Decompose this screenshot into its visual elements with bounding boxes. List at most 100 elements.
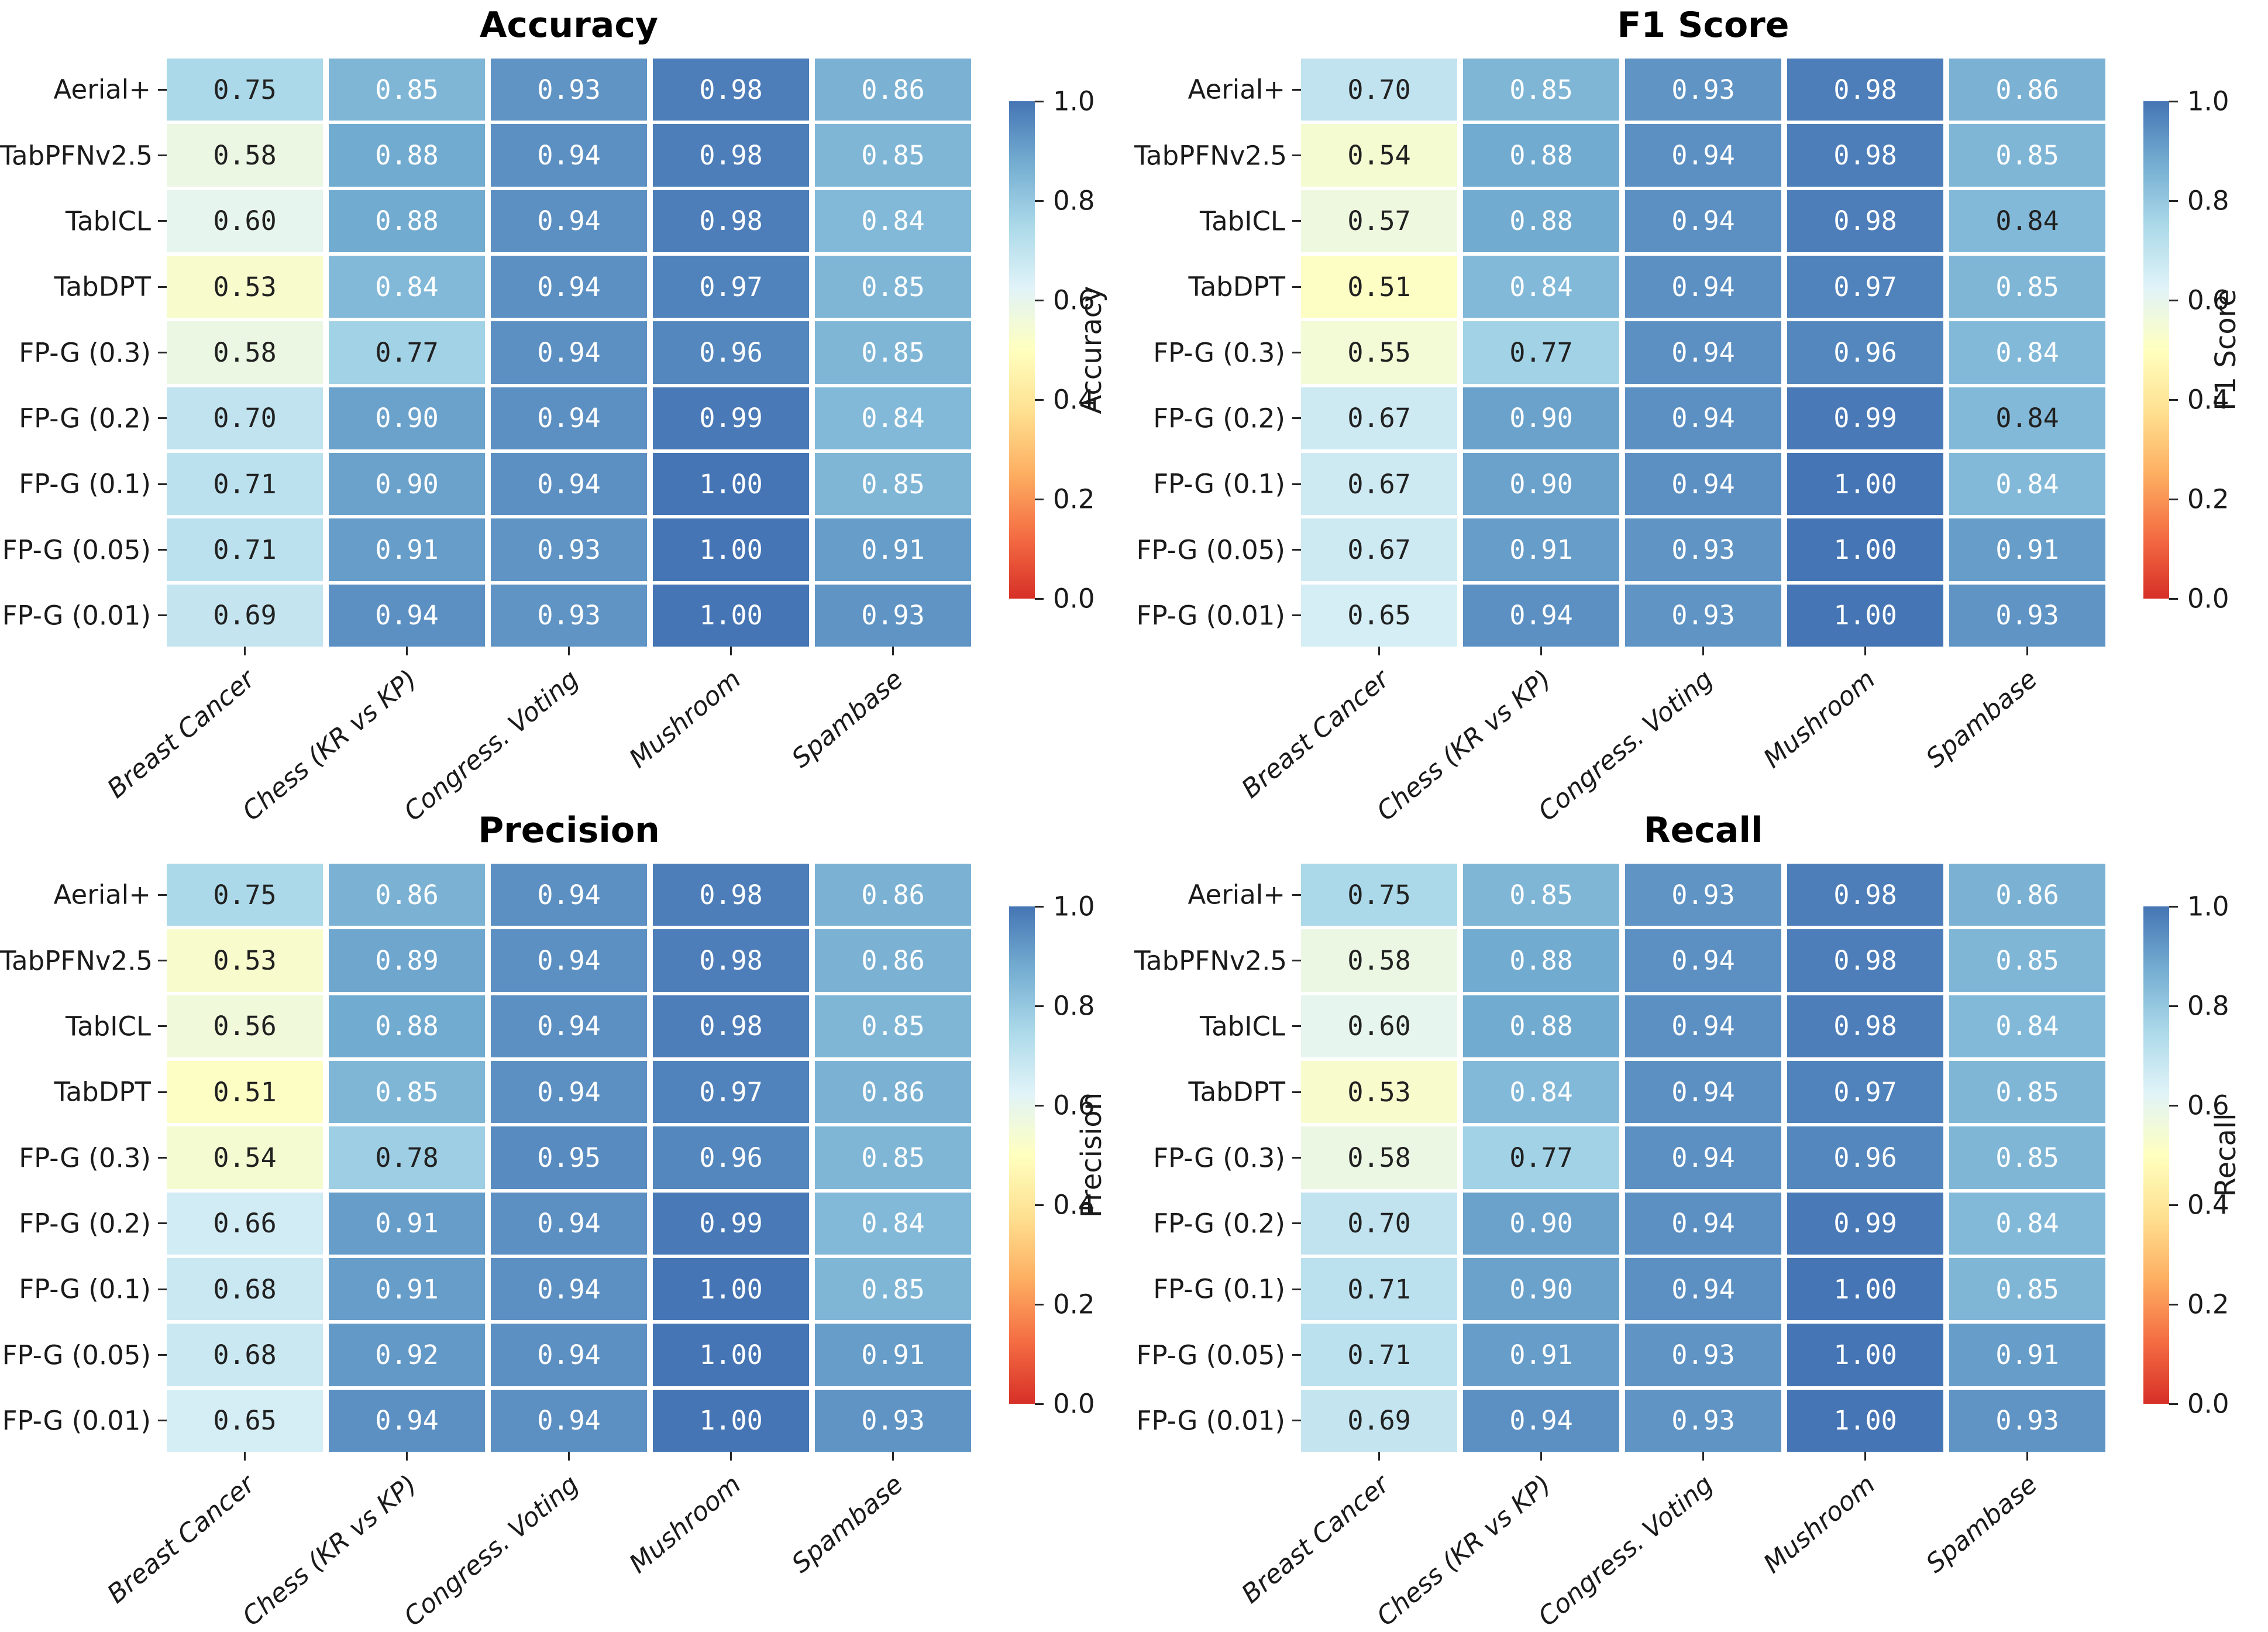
heatmap-cell: 1.00: [653, 1324, 809, 1386]
heatmap-cell: 0.97: [653, 1061, 809, 1123]
heatmap-cell: 0.84: [815, 1192, 971, 1255]
heatmap-cell: 0.86: [815, 929, 971, 992]
heatmap-cell: 0.94: [491, 1192, 647, 1255]
chart-title-recall: Recall: [1643, 810, 1763, 851]
heatmap-cell: 0.55: [1301, 321, 1457, 384]
heatmap-cell: 1.00: [1787, 453, 1943, 516]
column-label-text: Chess (KR vs KP): [236, 1469, 423, 1632]
heatmap-cell: 0.57: [1301, 190, 1457, 252]
heatmap-cell: 0.94: [1625, 453, 1781, 516]
heatmap-cell: 0.98: [653, 190, 809, 252]
y-axis-tick: [1292, 352, 1301, 353]
heatmap-cell: 0.86: [815, 864, 971, 926]
heatmap-cell: 0.99: [1787, 387, 1943, 449]
row-label: FP-G (0.3): [1153, 337, 1285, 368]
heatmap-cell: 0.94: [491, 1324, 647, 1386]
colorbar-tick: [2169, 100, 2178, 102]
heatmap-cell: 0.98: [1787, 864, 1943, 926]
heatmap-cell: 0.91: [1949, 1324, 2105, 1386]
row-label: TabPFNv2.5: [1134, 945, 1288, 976]
colorbar-tick: [2169, 1403, 2178, 1405]
colorbar-tick-label: 0.2: [2187, 483, 2229, 515]
heatmap-cell: 0.84: [1463, 1061, 1619, 1123]
colorbar-tick-label: 0.0: [1053, 583, 1095, 614]
colorbar-tick: [1035, 1403, 1044, 1405]
heatmap-cell: 0.56: [167, 995, 323, 1057]
column-label-text: Breast Cancer: [1235, 664, 1395, 805]
heatmap-cell: 0.94: [491, 1061, 647, 1123]
colorbar: [2143, 101, 2169, 599]
heatmap-cell: 0.94: [329, 1389, 485, 1452]
heatmap-cell: 0.94: [491, 1389, 647, 1452]
colorbar-tick: [1035, 100, 1044, 102]
y-axis-tick: [158, 1420, 167, 1422]
heatmap-cell: 0.90: [329, 387, 485, 449]
column-label-text: Chess (KR vs KP): [1371, 1469, 1557, 1632]
row-label: FP-G (0.1): [1153, 468, 1285, 500]
heatmap-cell: 0.70: [167, 387, 323, 449]
panel-f1-score: F1 Score 0.70 0.85 0.93 0.98 0.86 0.54 0.88 0.9…: [1134, 0, 2268, 827]
heatmap-cell: 0.93: [1625, 584, 1781, 647]
heatmap-cell: 0.78: [329, 1126, 485, 1189]
heatmap-cell: 0.94: [491, 190, 647, 252]
x-axis-tick: [244, 647, 246, 655]
chart-title-precision: Precision: [478, 810, 660, 851]
chart-title-accuracy: Accuracy: [479, 5, 659, 46]
colorbar-tick-label: 0.2: [2187, 1289, 2229, 1320]
heatmap-cell: 0.84: [1463, 256, 1619, 318]
row-label: FP-G (0.1): [19, 1273, 151, 1305]
heatmap-cell: 1.00: [653, 1258, 809, 1321]
row-label: FP-G (0.1): [1153, 1273, 1285, 1305]
row-label: FP-G (0.05): [1136, 534, 1285, 565]
column-label-text: Mushroom: [624, 1469, 747, 1579]
heatmap-cell: 0.85: [1949, 1126, 2105, 1189]
heatmap-cell: 0.88: [1463, 929, 1619, 992]
heatmap-cell: 0.98: [1787, 995, 1943, 1057]
heatmap-cell: 0.53: [1301, 1061, 1457, 1123]
heatmap-cell: 0.98: [653, 929, 809, 992]
heatmap-cell: 0.86: [329, 864, 485, 926]
heatmap-cell: 0.67: [1301, 453, 1457, 516]
heatmap-cell: 0.84: [815, 190, 971, 252]
heatmap-cell: 0.91: [815, 1324, 971, 1386]
heatmap-cell: 0.96: [653, 1126, 809, 1189]
colorbar-axis-label: Precision: [1075, 1092, 1108, 1218]
y-axis-tick: [1292, 1354, 1301, 1356]
row-label: Aerial+: [1188, 879, 1285, 911]
x-axis-tick: [1702, 647, 1704, 655]
y-axis-tick: [158, 1288, 167, 1290]
row-label: TabICL: [1200, 1011, 1285, 1042]
heatmap-cell: 0.93: [491, 584, 647, 647]
heatmap-cell: 0.94: [491, 321, 647, 384]
row-label: FP-G (0.05): [2, 1339, 151, 1370]
row-label: Aerial+: [53, 74, 151, 105]
heatmap-cell: 0.77: [1463, 321, 1619, 384]
heatmap-grid: 0.75 0.85 0.93 0.98 0.86 0.58 0.88 0.94 0.98 0.85…: [167, 59, 971, 647]
heatmap-cell: 0.93: [491, 59, 647, 121]
heatmap-cell: 1.00: [1787, 584, 1943, 647]
colorbar-tick: [2169, 398, 2178, 401]
heatmap-cell: 0.70: [1301, 59, 1457, 121]
colorbar-tick-label: 1.0: [2187, 891, 2229, 922]
x-axis-tick: [1378, 1452, 1380, 1461]
x-axis-tick: [1540, 1452, 1542, 1461]
heatmap-cell: 0.98: [653, 864, 809, 926]
heatmap-cell: 0.90: [1463, 1192, 1619, 1255]
column-label-text: Spambase: [1920, 664, 2043, 774]
x-axis-tick: [892, 1452, 894, 1461]
heatmap-cell: 0.94: [491, 864, 647, 926]
heatmap-cell: 0.85: [329, 59, 485, 121]
y-axis-tick: [158, 614, 167, 617]
x-axis-tick: [730, 1452, 732, 1461]
y-axis-tick: [158, 220, 167, 222]
heatmap-grid: 0.75 0.85 0.93 0.98 0.86 0.58 0.88 0.94 0.98 0.85…: [1301, 864, 2105, 1452]
heatmap-cell: 1.00: [653, 584, 809, 647]
y-axis-tick: [158, 1157, 167, 1159]
x-axis-tick: [1702, 1452, 1704, 1461]
x-axis-tick: [1540, 647, 1542, 655]
heatmap-cell: 0.85: [815, 124, 971, 187]
y-axis-tick: [1292, 894, 1301, 896]
heatmap-cell: 0.99: [653, 387, 809, 449]
heatmap-cell: 1.00: [1787, 1258, 1943, 1321]
y-axis-tick: [158, 1354, 167, 1356]
